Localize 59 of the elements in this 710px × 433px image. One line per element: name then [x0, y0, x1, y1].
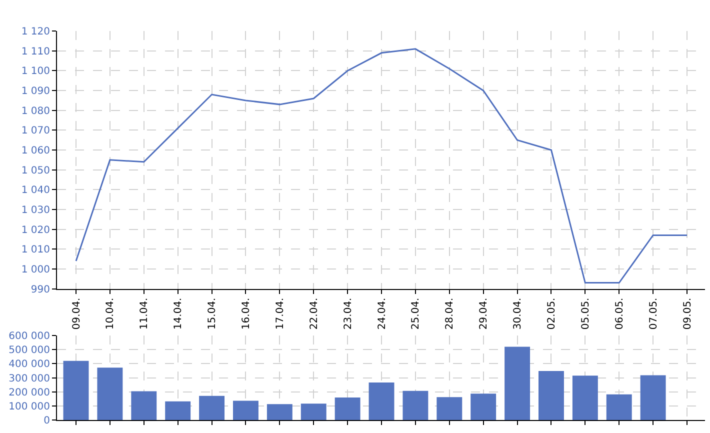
x-tick-label: 09.05.	[682, 298, 694, 330]
line-series	[75, 48, 688, 284]
x-tick-label: 30.04.	[512, 298, 524, 330]
bar	[402, 390, 428, 420]
bar	[131, 391, 157, 420]
x-tick-label: 15.04.	[207, 298, 218, 330]
x-tick-label: 07.05.	[648, 298, 660, 330]
x-tick-label: 02.05.	[546, 298, 558, 330]
x-tick-label: 16.04.	[240, 298, 252, 330]
y-tick-label: 500 000	[8, 345, 50, 356]
y-tick-label: 600 000	[8, 330, 50, 342]
bar	[233, 400, 258, 420]
bar	[606, 394, 632, 420]
bar	[63, 360, 89, 420]
bar	[504, 346, 530, 420]
x-tick-label: 24.04.	[376, 298, 388, 330]
y-tick-label: 1 000	[21, 264, 50, 276]
y-tick-label: 1 080	[21, 106, 50, 117]
x-tick-label: 10.04.	[105, 298, 116, 330]
y-tick-label: 1 020	[21, 224, 50, 236]
x-tick-label: 14.04.	[173, 298, 184, 330]
x-tick-label: 09.04.	[71, 298, 82, 330]
y-tick-label: 200 000	[8, 387, 50, 398]
y-tick-label: 0	[44, 416, 50, 427]
bar	[368, 382, 394, 420]
x-tick-label: 28.04.	[444, 298, 456, 330]
bar	[266, 404, 292, 420]
y-tick-label: 1 100	[21, 66, 50, 78]
y-tick-label: 1 090	[21, 86, 50, 98]
y-tick-label: 1 040	[21, 185, 50, 196]
y-tick-label: 1 010	[21, 244, 50, 256]
y-tick-label: 1 050	[21, 165, 50, 176]
y-tick-label: 1 060	[21, 146, 50, 157]
y-tick-label: 100 000	[8, 402, 50, 413]
y-tick-label: 1 110	[21, 46, 50, 58]
x-tick-label: 17.04.	[274, 298, 286, 330]
x-tick-label: 06.05.	[614, 298, 626, 330]
bar	[538, 371, 564, 420]
y-tick-label: 1 070	[21, 126, 50, 137]
x-tick-label: 05.05.	[580, 298, 592, 330]
y-tick-label: 990	[30, 284, 50, 296]
x-tick-label: 29.04.	[478, 298, 490, 330]
bar	[300, 404, 326, 420]
y-tick-label: 300 000	[8, 373, 50, 384]
bar	[334, 398, 360, 420]
x-tick-label: 22.04.	[308, 298, 320, 330]
y-tick-label: 400 000	[8, 359, 50, 370]
bar	[199, 396, 225, 420]
bar	[470, 394, 496, 420]
bar	[97, 368, 123, 420]
x-tick-label: 25.04.	[410, 298, 422, 330]
x-tick-label: 11.04.	[139, 298, 150, 330]
y-tick-label: 1 030	[21, 204, 50, 216]
bar	[572, 376, 598, 420]
bar	[436, 397, 462, 420]
y-tick-label: 1 120	[21, 26, 50, 38]
bar	[165, 401, 191, 420]
x-tick-label: 23.04.	[342, 298, 354, 330]
bar	[640, 375, 666, 420]
